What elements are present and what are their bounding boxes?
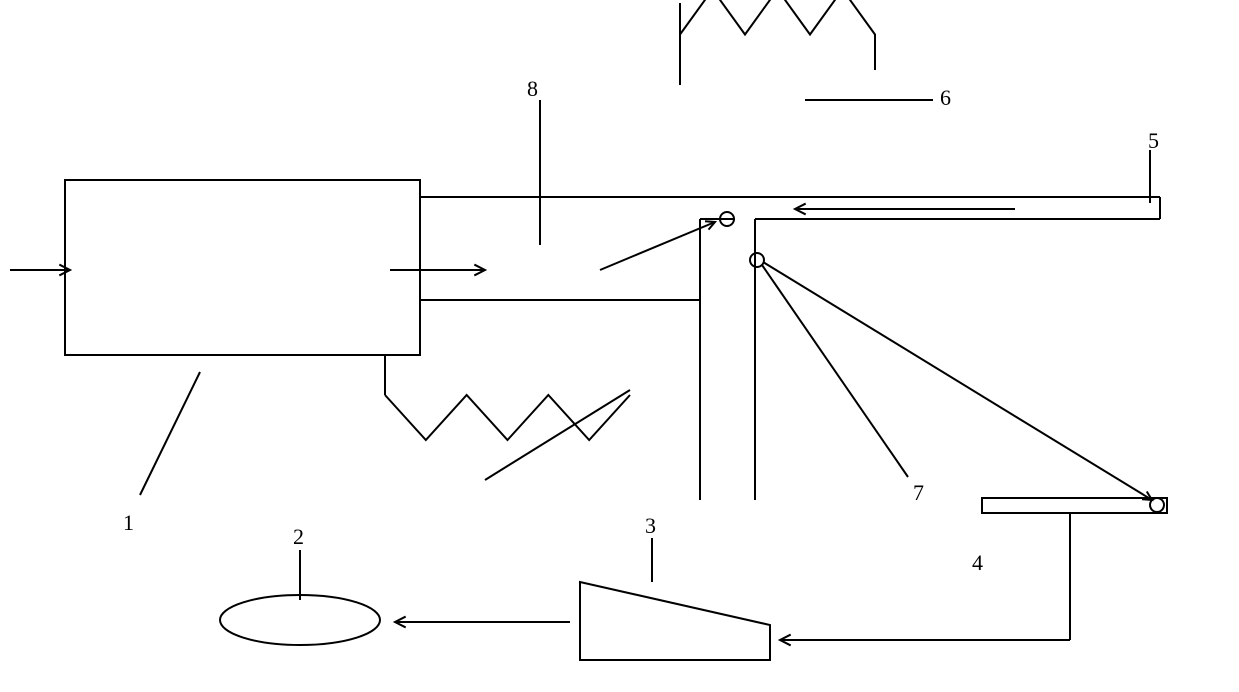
label-2: 2 [293,524,304,549]
main-block [65,180,420,355]
block-3 [580,582,770,660]
leader-arrow-to-pivot [600,222,715,270]
label-3: 3 [645,513,656,538]
lower-break-zigzag [385,395,630,440]
label-6: 6 [940,85,951,110]
upper-break-zigzag [680,0,875,70]
link-to-crank [763,262,1152,500]
label-1: 1 [123,510,134,535]
lower-break-tail [485,390,630,480]
leader-1 [140,372,200,495]
label-5: 5 [1148,128,1159,153]
label-7: 7 [913,480,924,505]
leader-7 [762,265,908,477]
schematic-diagram: 6 8 5 7 1 4 3 2 [0,0,1239,692]
pivot-bottom [750,253,764,267]
label-8: 8 [527,76,538,101]
crank-bar [982,498,1167,513]
block-2 [220,595,380,645]
label-4: 4 [972,550,983,575]
